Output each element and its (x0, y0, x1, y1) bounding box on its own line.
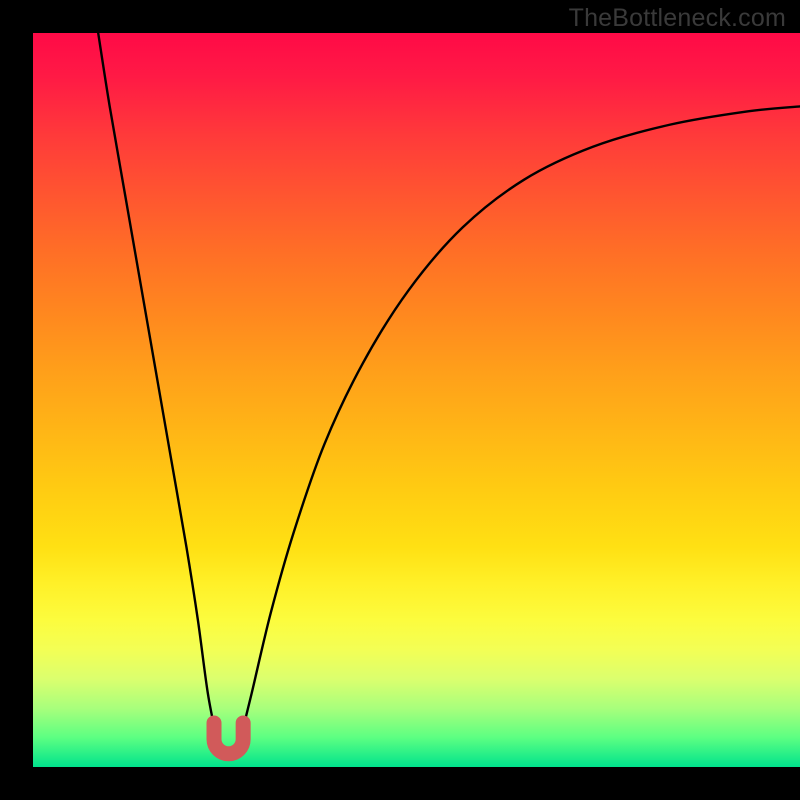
bottleneck-curve-chart (0, 0, 800, 800)
watermark-text: TheBottleneck.com (569, 4, 786, 33)
chart-stage: TheBottleneck.com (0, 0, 800, 800)
